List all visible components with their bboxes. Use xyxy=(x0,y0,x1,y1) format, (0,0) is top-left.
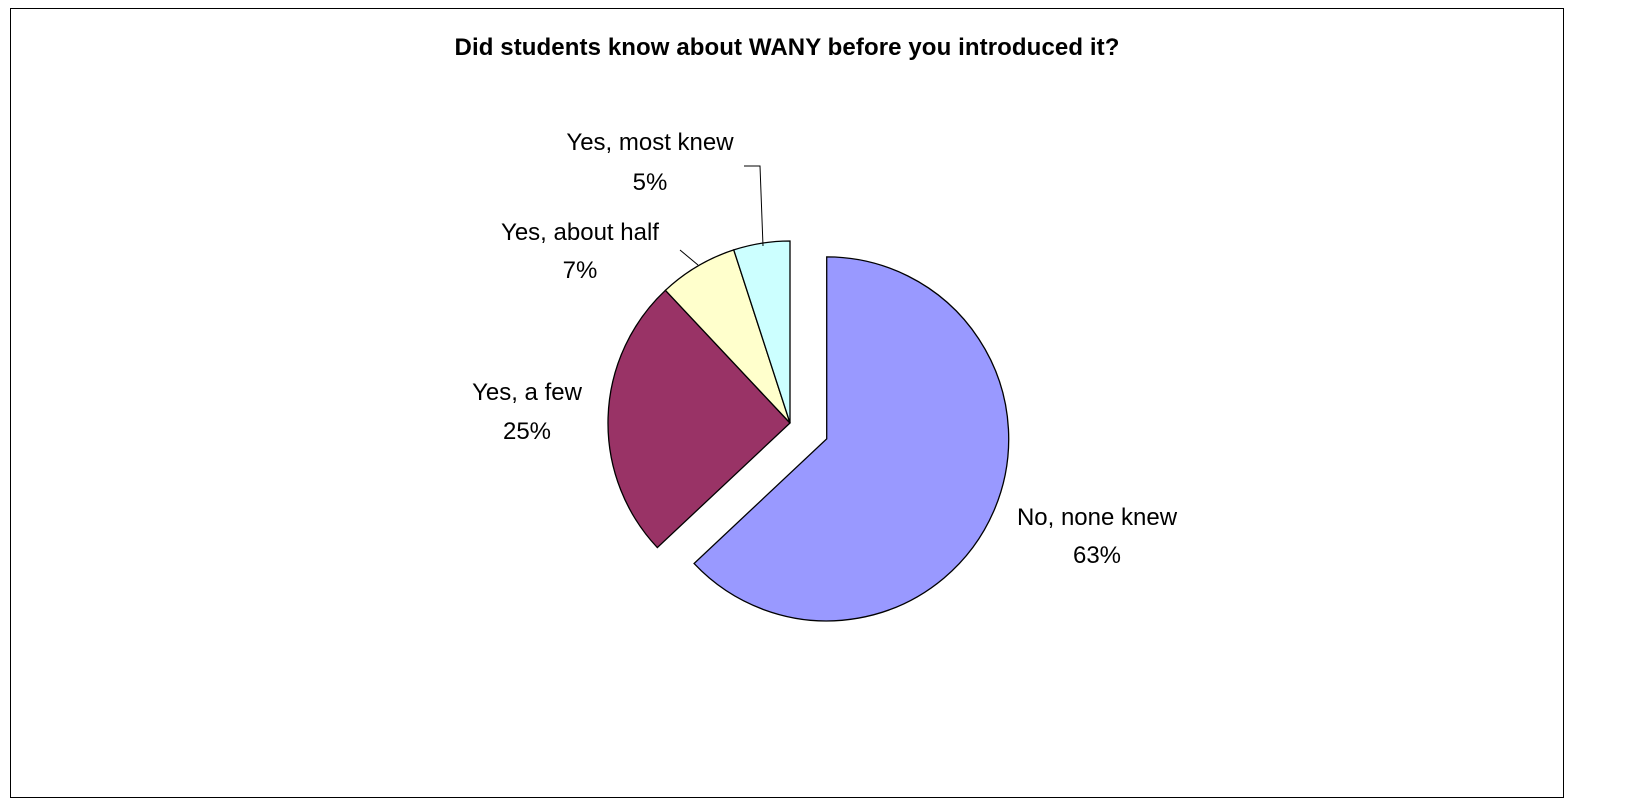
pie-slice-no-none-knew xyxy=(693,256,1010,622)
data-label-category-yes-a-few: Yes, a few xyxy=(472,379,583,406)
data-label-category-no-none-knew: No, none knew xyxy=(1017,504,1178,531)
data-label-value-yes-most-knew: 5% xyxy=(633,169,668,196)
data-label-category-yes-most-knew: Yes, most knew xyxy=(566,129,734,156)
data-label-value-no-none-knew: 63% xyxy=(1073,542,1121,569)
leader-line-yes-most-knew xyxy=(744,165,764,247)
data-label-value-yes-about-half: 7% xyxy=(563,257,598,284)
data-label-value-yes-a-few: 25% xyxy=(503,418,551,445)
data-labels: No, none knew 63% Yes, a few 25% Yes, about … xyxy=(472,129,1178,569)
data-label-category-yes-about-half: Yes, about half xyxy=(501,219,659,246)
leader-line-yes-about-half xyxy=(679,249,699,266)
pie-slices xyxy=(607,240,1010,622)
pie-slice-yes-most-knew xyxy=(732,240,791,424)
leader-lines xyxy=(679,165,764,266)
pie-slice-yes-a-few xyxy=(607,289,791,549)
chart-title: Did students know about WANY before you … xyxy=(454,34,1120,61)
